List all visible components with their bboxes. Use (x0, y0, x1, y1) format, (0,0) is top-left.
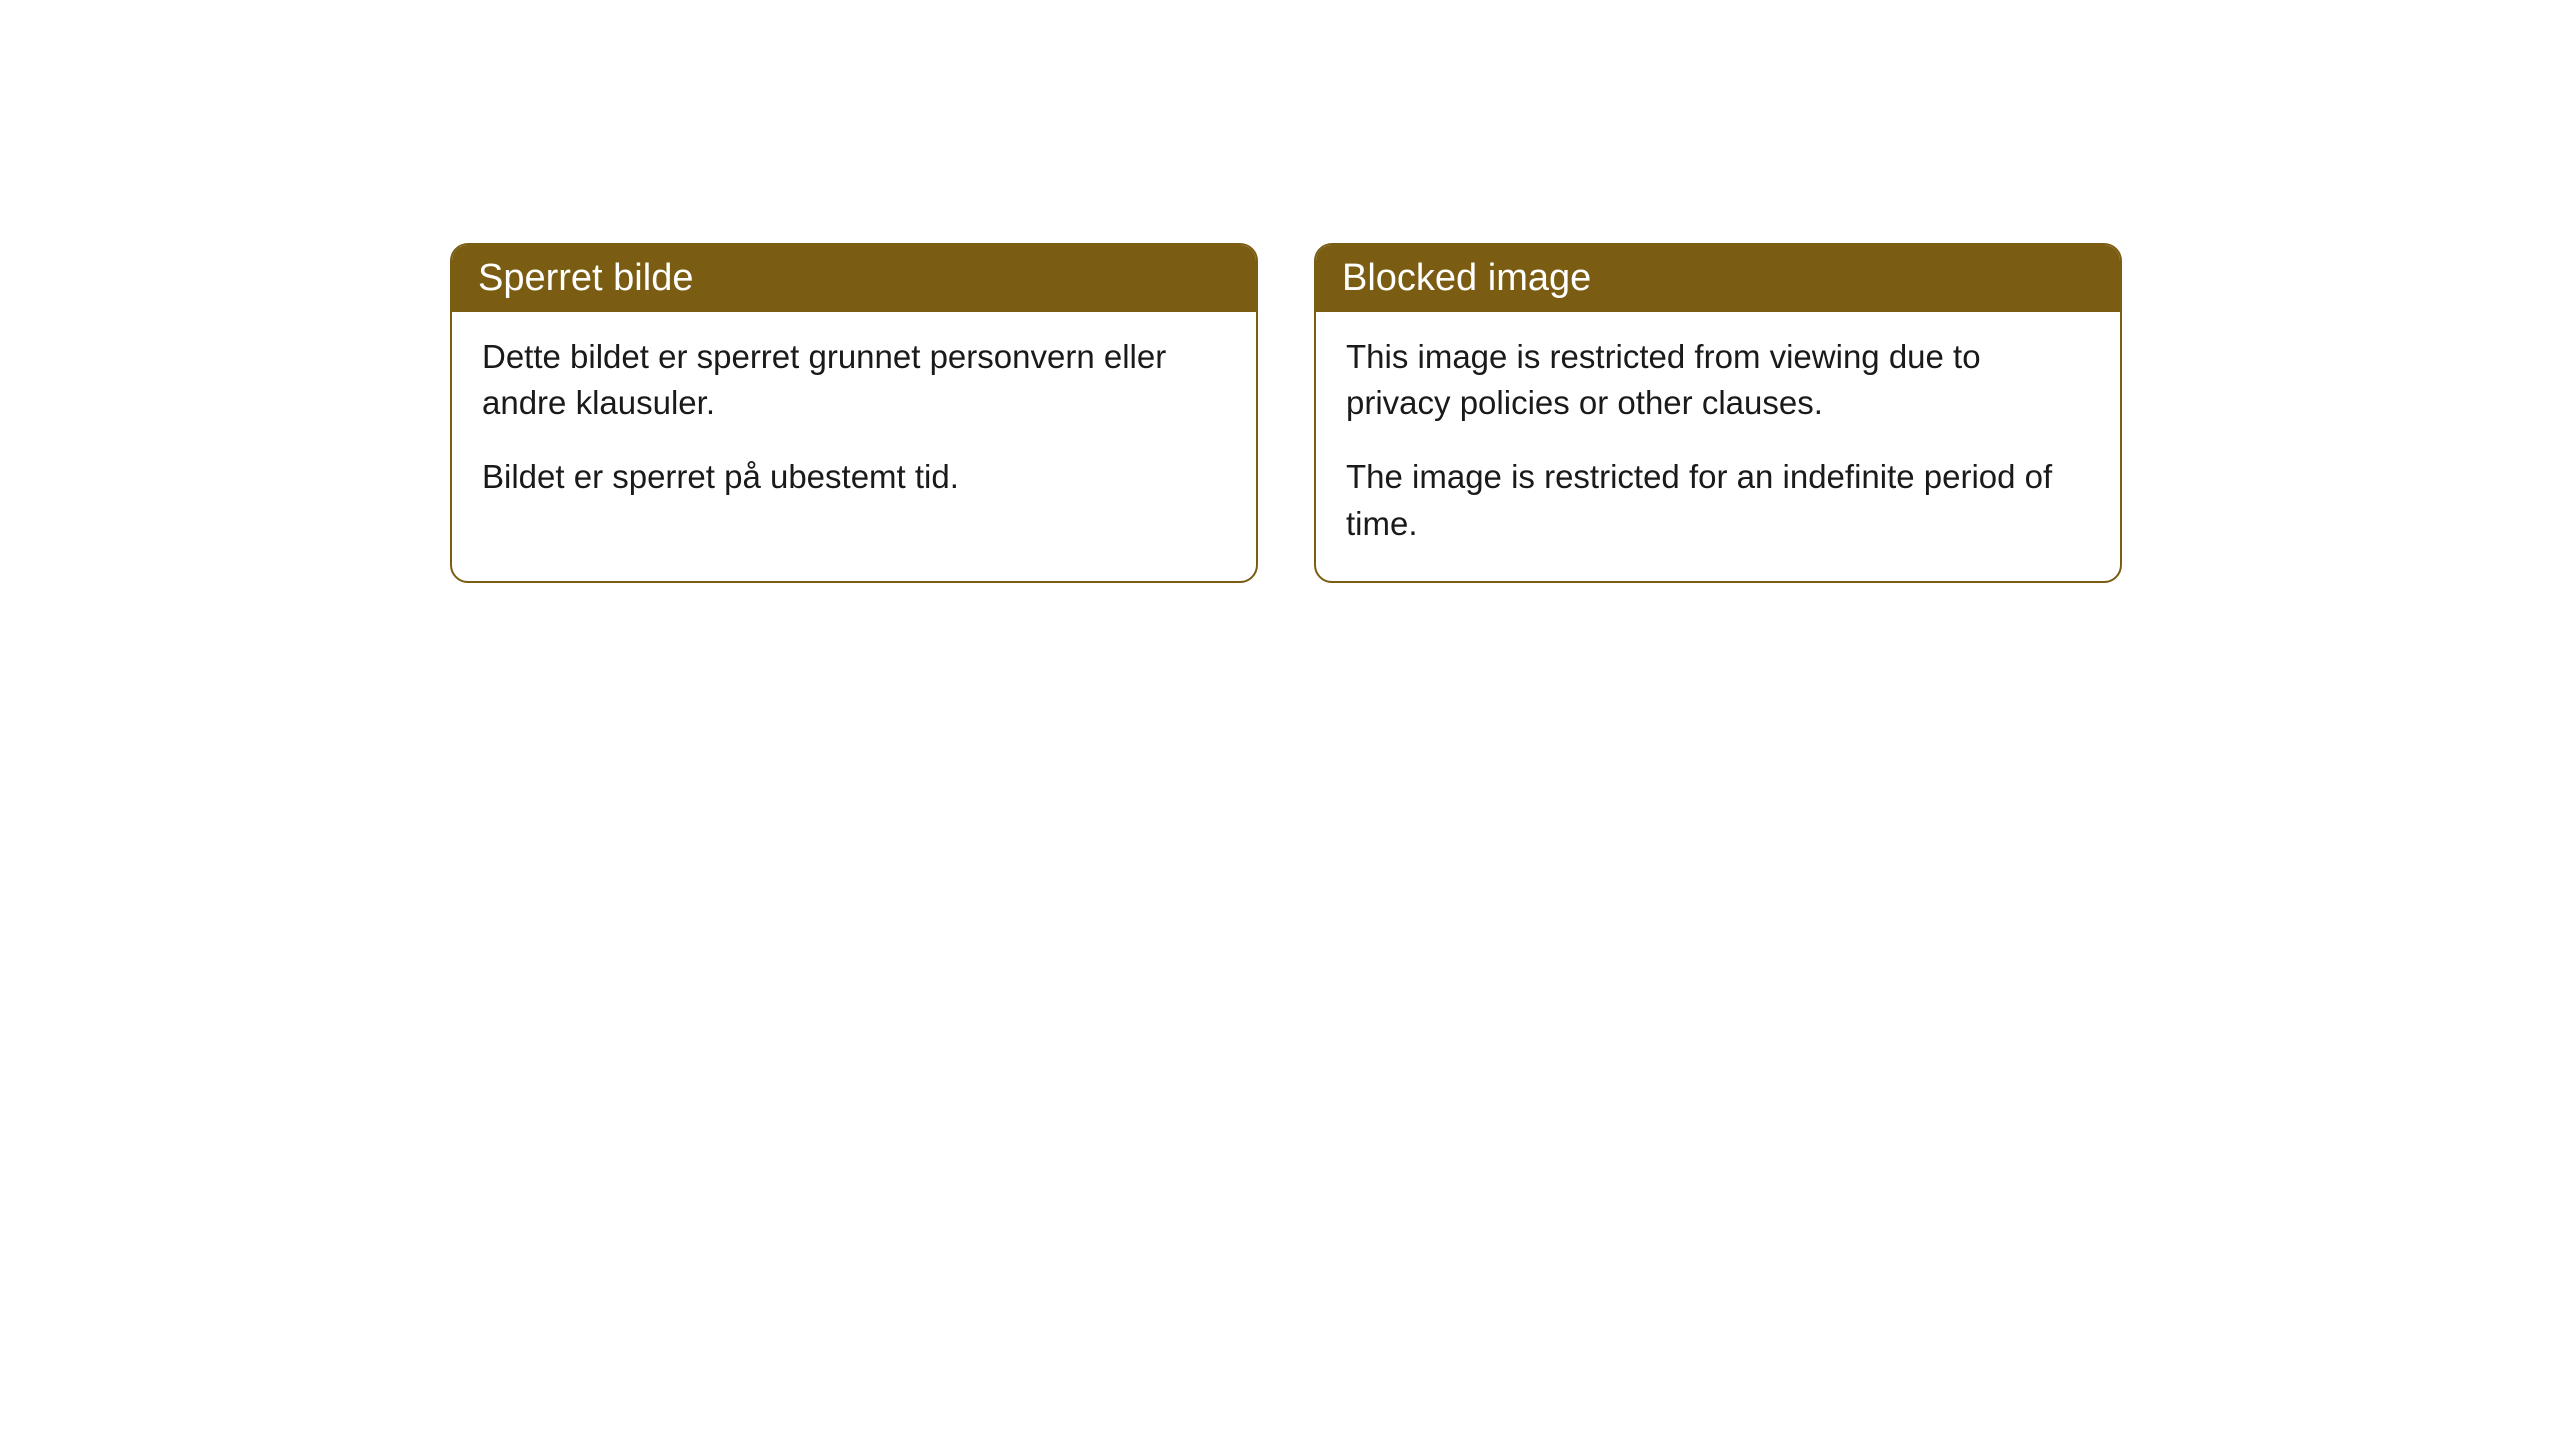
notice-body-norwegian: Dette bildet er sperret grunnet personve… (452, 312, 1256, 535)
notice-paragraph: Bildet er sperret på ubestemt tid. (482, 454, 1226, 500)
notice-paragraph: The image is restricted for an indefinit… (1346, 454, 2090, 546)
notice-title-english: Blocked image (1342, 257, 1591, 299)
notice-container: Sperret bilde Dette bildet er sperret gr… (450, 243, 2122, 583)
notice-paragraph: Dette bildet er sperret grunnet personve… (482, 334, 1226, 426)
notice-header-norwegian: Sperret bilde (452, 245, 1256, 312)
notice-header-english: Blocked image (1316, 245, 2120, 312)
notice-title-norwegian: Sperret bilde (478, 257, 693, 299)
notice-card-english: Blocked image This image is restricted f… (1314, 243, 2122, 583)
notice-paragraph: This image is restricted from viewing du… (1346, 334, 2090, 426)
notice-card-norwegian: Sperret bilde Dette bildet er sperret gr… (450, 243, 1258, 583)
notice-body-english: This image is restricted from viewing du… (1316, 312, 2120, 581)
